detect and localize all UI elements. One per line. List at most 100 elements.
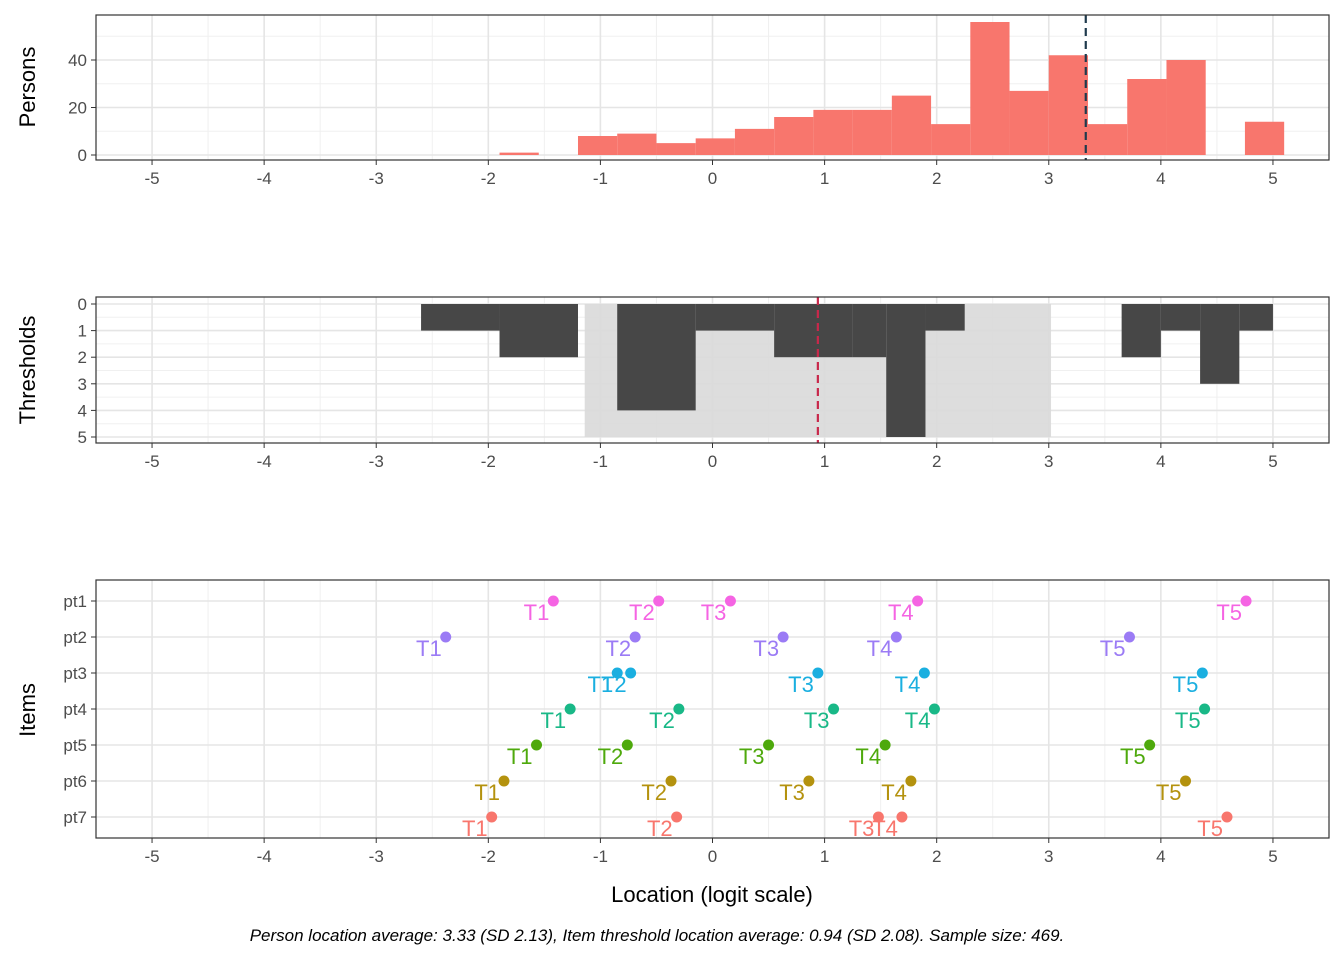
threshold-label: T3: [753, 636, 779, 661]
x-tick-label: -1: [593, 169, 608, 188]
item-tick-label: pt7: [63, 808, 87, 827]
threshold-point: [879, 739, 891, 751]
threshold-point: [828, 703, 840, 715]
threshold-point: [1240, 595, 1252, 607]
threshold-point: [890, 631, 902, 643]
y-tick-label: 5: [78, 428, 87, 447]
items-axis-title: Items: [15, 683, 40, 737]
x-tick-label: 4: [1156, 452, 1165, 471]
plot-caption: Person location average: 3.33 (SD 2.13),…: [250, 926, 1065, 945]
x-tick-label: -5: [144, 847, 159, 866]
threshold-label: T2: [641, 780, 667, 805]
x-tick-label: 2: [932, 847, 941, 866]
threshold-label: T1: [524, 600, 550, 625]
threshold-point: [1221, 811, 1233, 823]
threshold-point: [611, 667, 623, 679]
threshold-point: [803, 775, 815, 787]
threshold-label: T2: [605, 636, 631, 661]
threshold-bar: [925, 304, 965, 331]
x-tick-label: 3: [1044, 169, 1053, 188]
y-tick-label: 0: [78, 146, 87, 165]
person-bar: [695, 138, 735, 155]
threshold-label: T5: [1156, 780, 1182, 805]
item-tick-label: pt1: [63, 592, 87, 611]
threshold-point: [653, 595, 665, 607]
y-tick-label: 3: [78, 375, 87, 394]
x-tick-label: -1: [593, 452, 608, 471]
person-bar: [891, 95, 932, 155]
threshold-label: T3: [701, 600, 727, 625]
x-tick-label: 5: [1268, 847, 1277, 866]
x-tick-label: 4: [1156, 169, 1165, 188]
threshold-bar: [617, 304, 696, 411]
threshold-point: [872, 811, 884, 823]
x-tick-label: -3: [369, 452, 384, 471]
thresholds-axis-title: Thresholds: [15, 316, 40, 425]
threshold-bar: [1200, 304, 1240, 384]
x-tick-label: 0: [708, 847, 717, 866]
person-bar: [577, 136, 618, 155]
threshold-point: [763, 739, 775, 751]
x-tick-label: 3: [1044, 452, 1053, 471]
x-tick-label: -1: [593, 847, 608, 866]
threshold-label: T4: [872, 816, 898, 841]
x-tick-label: 0: [708, 452, 717, 471]
threshold-point: [912, 595, 924, 607]
threshold-label: T5: [1216, 600, 1242, 625]
person-bar: [774, 117, 814, 155]
x-tick-label: 5: [1268, 452, 1277, 471]
y-tick-label: 4: [78, 401, 87, 420]
item-tick-label: pt3: [63, 664, 87, 683]
threshold-point: [531, 739, 543, 751]
threshold-label: T1: [588, 672, 614, 697]
threshold-point: [1144, 739, 1156, 751]
threshold-point: [547, 595, 559, 607]
threshold-label: T4: [905, 708, 931, 733]
person-bar: [970, 22, 1010, 155]
x-tick-label: -4: [257, 169, 272, 188]
threshold-point: [777, 631, 789, 643]
x-tick-label: -5: [144, 452, 159, 471]
threshold-bar: [774, 304, 853, 358]
threshold-point: [486, 811, 498, 823]
threshold-point: [928, 703, 940, 715]
x-tick-label: -4: [257, 847, 272, 866]
threshold-label: T4: [895, 672, 921, 697]
person-bar: [656, 143, 696, 155]
x-axis-title: Location (logit scale): [611, 882, 813, 907]
threshold-point: [629, 631, 641, 643]
threshold-point: [665, 775, 677, 787]
threshold-point: [498, 775, 510, 787]
person-bar: [1009, 90, 1049, 155]
y-tick-label: 40: [68, 51, 87, 70]
x-tick-label: -5: [144, 169, 159, 188]
x-tick-label: -3: [369, 847, 384, 866]
x-tick-label: -2: [481, 452, 496, 471]
persons-axis-title: Persons: [15, 47, 40, 128]
threshold-bar: [499, 304, 578, 358]
threshold-bar: [886, 304, 926, 437]
threshold-point: [724, 595, 736, 607]
x-tick-label: 0: [708, 169, 717, 188]
threshold-label: T4: [867, 636, 893, 661]
threshold-point: [564, 703, 576, 715]
person-bar: [931, 124, 971, 155]
threshold-label: T1: [507, 744, 533, 769]
y-tick-label: 20: [68, 99, 87, 118]
persons-histogram-panel: 0 20 40 -5 -4 -3 -2 -1 0 1 2 3 4 5: [68, 14, 1330, 188]
threshold-label: T4: [881, 780, 907, 805]
threshold-point: [1199, 703, 1211, 715]
threshold-bar: [421, 304, 500, 331]
threshold-label: T3: [788, 672, 814, 697]
threshold-bar: [695, 304, 775, 331]
threshold-label: T3: [849, 816, 875, 841]
threshold-label: T1: [540, 708, 566, 733]
threshold-point: [671, 811, 683, 823]
threshold-label: T1: [474, 780, 500, 805]
threshold-label: T1: [416, 636, 442, 661]
threshold-point: [673, 703, 685, 715]
threshold-label: T5: [1197, 816, 1223, 841]
x-tick-label: -4: [257, 452, 272, 471]
